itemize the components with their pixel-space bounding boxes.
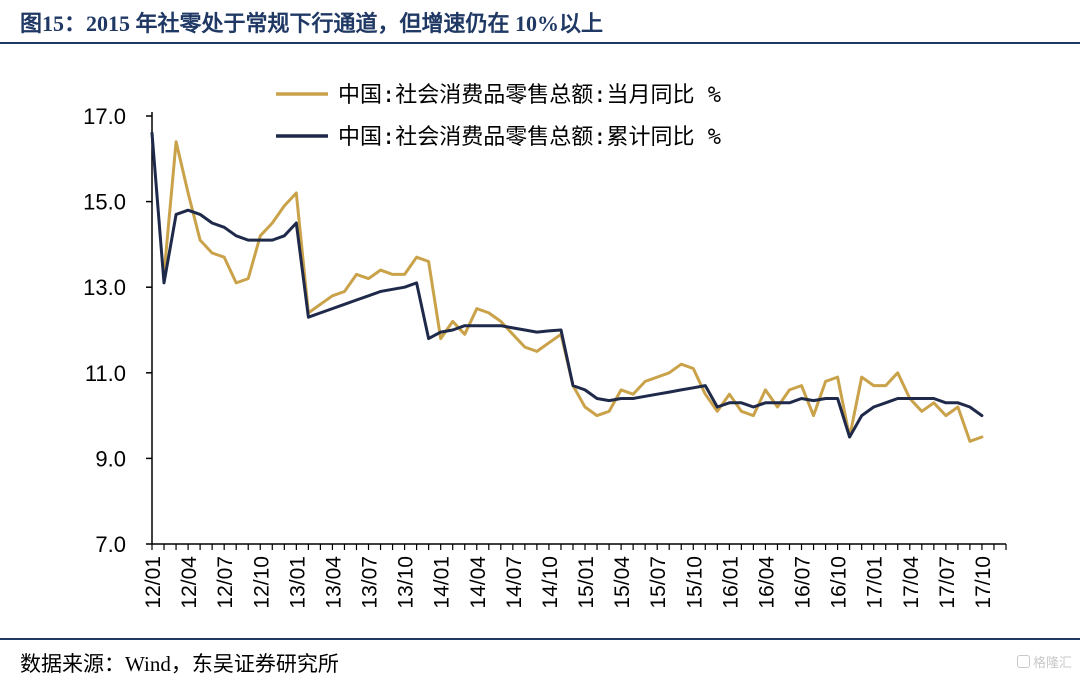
legend-label-2: 中国:社会消费品零售总额:累计同比 % [338,125,721,150]
chart-legend: 中国:社会消费品零售总额:当月同比 % 中国:社会消费品零售总额:累计同比 % [276,83,721,150]
x-tick-label: 17/07 [936,556,959,609]
x-tick-label: 15/04 [611,556,634,609]
line-chart: 7.0 9.0 11.0 13.0 15.0 17.0 12/01 12/04 12/07 12/… [83,83,1007,609]
x-tick-label: 17/04 [900,556,923,609]
watermark: 格隆汇 [1016,652,1072,671]
chart-lines [150,131,984,443]
figure-title: 图15：2015 年社零处于常规下行通道，但增速仍在 10%以上 [20,11,604,36]
y-tick-label: 13.0 [83,275,126,300]
x-tick-label: 14/07 [503,556,526,609]
x-tick-label: 13/04 [322,556,345,609]
x-tick-label: 16/04 [755,556,778,609]
y-tick-label: 11.0 [85,361,126,386]
x-tick-label: 14/10 [539,556,562,609]
x-tick-label: 16/07 [792,556,815,609]
x-tick-label: 17/10 [972,556,995,609]
x-tick-label: 15/07 [647,556,670,609]
x-tick-label: 15/01 [575,556,598,609]
legend-label-1: 中国:社会消费品零售总额:当月同比 % [338,83,721,108]
x-tick-label: 14/01 [431,556,454,609]
x-tick-label: 15/10 [683,556,706,609]
title-rule [0,42,1080,44]
x-tick-label: 12/07 [214,556,237,609]
chart-axes: 7.0 9.0 11.0 13.0 15.0 17.0 12/01 12/04 12/07 12/… [83,104,1007,609]
y-tick-label: 17.0 [83,104,126,129]
x-tick-label: 14/04 [467,556,490,609]
source-note: 数据来源：Wind，东吴证券研究所 [20,652,339,676]
x-tick-label: 17/01 [864,556,887,609]
x-tick-label: 12/04 [178,556,201,609]
watermark-logo-icon [1016,655,1030,668]
x-tick-label: 13/01 [286,556,309,609]
x-tick-label: 13/10 [395,556,418,609]
x-tick-label: 13/07 [359,556,382,609]
source-rule [0,638,1080,640]
x-tick-label: 16/01 [719,556,742,609]
y-tick-label: 9.0 [95,446,126,471]
x-tick-label: 12/10 [250,556,273,609]
x-tick-label: 12/01 [142,556,165,609]
y-tick-label: 15.0 [83,190,126,215]
y-tick-label: 7.0 [95,532,126,557]
series-line-2 [150,131,984,439]
series-line-1 [162,140,984,443]
watermark-text: 格隆汇 [1032,655,1072,670]
x-tick-label: 16/10 [828,556,851,609]
